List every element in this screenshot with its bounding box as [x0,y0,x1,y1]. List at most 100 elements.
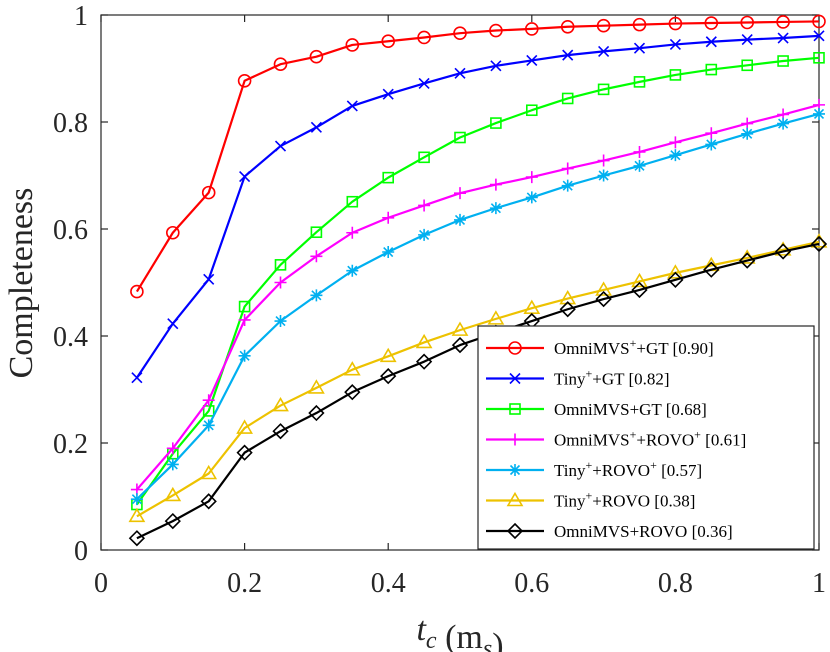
series-line [136,240,820,518]
data-point [489,178,502,191]
data-point [524,22,539,36]
data-point [669,136,682,149]
data-point [344,384,361,401]
data-point [597,169,610,182]
data-point [418,151,430,164]
x-tick-label: 1 [812,568,826,599]
data-point [813,107,825,120]
data-point [128,507,146,523]
data-point [454,131,466,144]
data-point [739,252,756,269]
series-4 [130,107,825,506]
data-point [490,60,502,72]
data-point [740,15,755,30]
data-point [274,259,287,271]
data-point [667,271,684,288]
data-point [490,117,502,129]
y-tick-label: 0.2 [53,429,88,460]
data-point [776,15,790,29]
data-point [202,419,215,432]
data-point [561,162,574,175]
legend-entry: OmniMVS++ROVO+ [0.61] [486,428,746,450]
data-point [451,336,469,354]
data-point [525,191,538,204]
data-point [631,281,648,299]
data-point [704,16,719,30]
data-point [238,313,251,326]
data-point [310,250,323,263]
data-point [166,442,179,455]
data-point [128,530,146,547]
legend-label: OmniMVS++ROVO+ [0.61] [554,428,746,450]
data-point [741,127,754,140]
series-line [135,20,820,293]
data-point [777,117,790,130]
data-point [451,321,469,336]
data-point [741,117,754,130]
data-point [489,23,503,38]
data-point [632,17,647,32]
data-point [487,310,505,325]
data-point [525,171,538,184]
data-point [454,187,466,200]
series-0 [130,14,826,299]
data-point [741,59,754,72]
data-point [202,394,215,407]
data-point [454,213,466,226]
legend-label: Tiny++ROVO [0.38] [554,489,695,511]
data-point [130,493,143,506]
data-point [418,77,430,90]
data-point [166,458,179,471]
data-point [561,179,574,192]
data-point [346,195,359,208]
data-point [273,57,288,72]
data-point [310,289,323,302]
legend-entry: Tiny++ROVO+ [0.57] [486,458,702,480]
data-point [200,493,217,510]
legend-entry: OmniMVS+ROVO [0.36] [486,522,733,541]
data-point [308,379,325,394]
data-point [382,246,395,259]
data-point [203,273,215,285]
data-point [633,159,646,172]
data-point [453,26,467,40]
x-axis-label: tc (ms) [416,611,503,652]
data-point [810,235,828,253]
data-point [415,333,433,349]
data-point [236,444,253,461]
data-point [346,264,359,277]
data-point [777,32,789,44]
legend-marker [509,403,521,415]
data-point [703,261,720,278]
data-point [705,127,718,140]
legend-label: Tiny++ROVO+ [0.57] [554,458,702,480]
data-point [200,464,218,480]
data-point [236,419,253,434]
legend-label: OmniMVS+ROVO [0.36] [554,522,733,541]
data-point [595,290,612,308]
data-point [813,30,825,42]
data-point [274,315,287,328]
data-point [813,51,825,64]
data-point [272,423,289,440]
data-point [238,300,251,313]
data-point [633,145,646,158]
y-tick-label: 0.4 [53,322,88,353]
legend-label: OmniMVS++GT [0.90] [554,336,714,358]
data-point [526,54,538,67]
data-point [812,14,826,29]
x-tick-label: 0.4 [371,568,406,599]
data-point [597,83,610,96]
series-line [136,56,820,506]
data-point [308,404,325,422]
data-point [774,243,792,260]
series-line [135,34,820,379]
data-point [597,154,610,167]
legend-entry: Tiny++ROVO [0.38] [486,489,695,511]
data-point [417,30,431,45]
data-point [166,225,180,240]
data-point [167,318,179,330]
data-point [382,211,395,224]
y-tick-label: 0.6 [53,215,88,246]
data-point [418,228,431,241]
